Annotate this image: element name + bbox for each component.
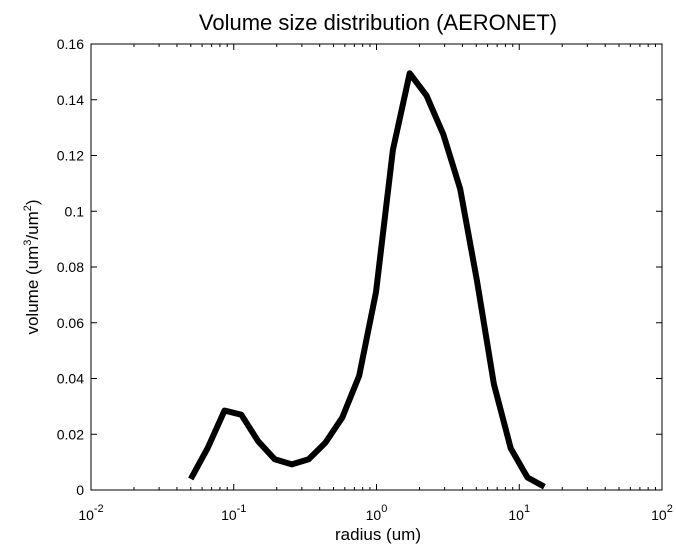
- chart-title: Volume size distribution (AERONET): [199, 10, 557, 35]
- y-axis-label-part: /um: [23, 211, 42, 239]
- y-axis-label-superscript: 3: [22, 240, 34, 246]
- x-axis: 10-2 10-1 100 101 102: [78, 44, 673, 523]
- y-tick-label: 0.1: [65, 203, 85, 219]
- y-tick-label: 0.02: [57, 426, 84, 442]
- x-axis-label: radius (um): [335, 525, 421, 544]
- series-line: [188, 70, 546, 490]
- y-axis-label-part: volume (um: [23, 246, 42, 335]
- y-tick-label: 0.06: [57, 315, 84, 331]
- y-tick-label: 0.14: [57, 92, 84, 108]
- y-tick-label: 0.12: [57, 148, 84, 164]
- y-tick-label: 0.16: [57, 36, 84, 52]
- x-tick-label: 10-1: [221, 503, 246, 523]
- y-axis: 0 0.02 0.04 0.06 0.08 0.1 0.12 0.14 0.16: [57, 36, 662, 498]
- x-tick-label: 10-2: [78, 503, 103, 523]
- y-axis-label-superscript: 2: [22, 205, 34, 211]
- y-tick-label: 0.08: [57, 259, 84, 275]
- y-tick-label: 0.04: [57, 371, 84, 387]
- x-tick-label: 102: [651, 503, 673, 523]
- x-tick-label: 101: [508, 503, 530, 523]
- y-axis-label-part: ): [23, 199, 42, 205]
- y-axis-label: volume (um3/um2): [22, 199, 42, 334]
- x-tick-label: 100: [366, 503, 388, 523]
- series-layer: [188, 70, 546, 490]
- y-tick-label: 0: [76, 482, 84, 498]
